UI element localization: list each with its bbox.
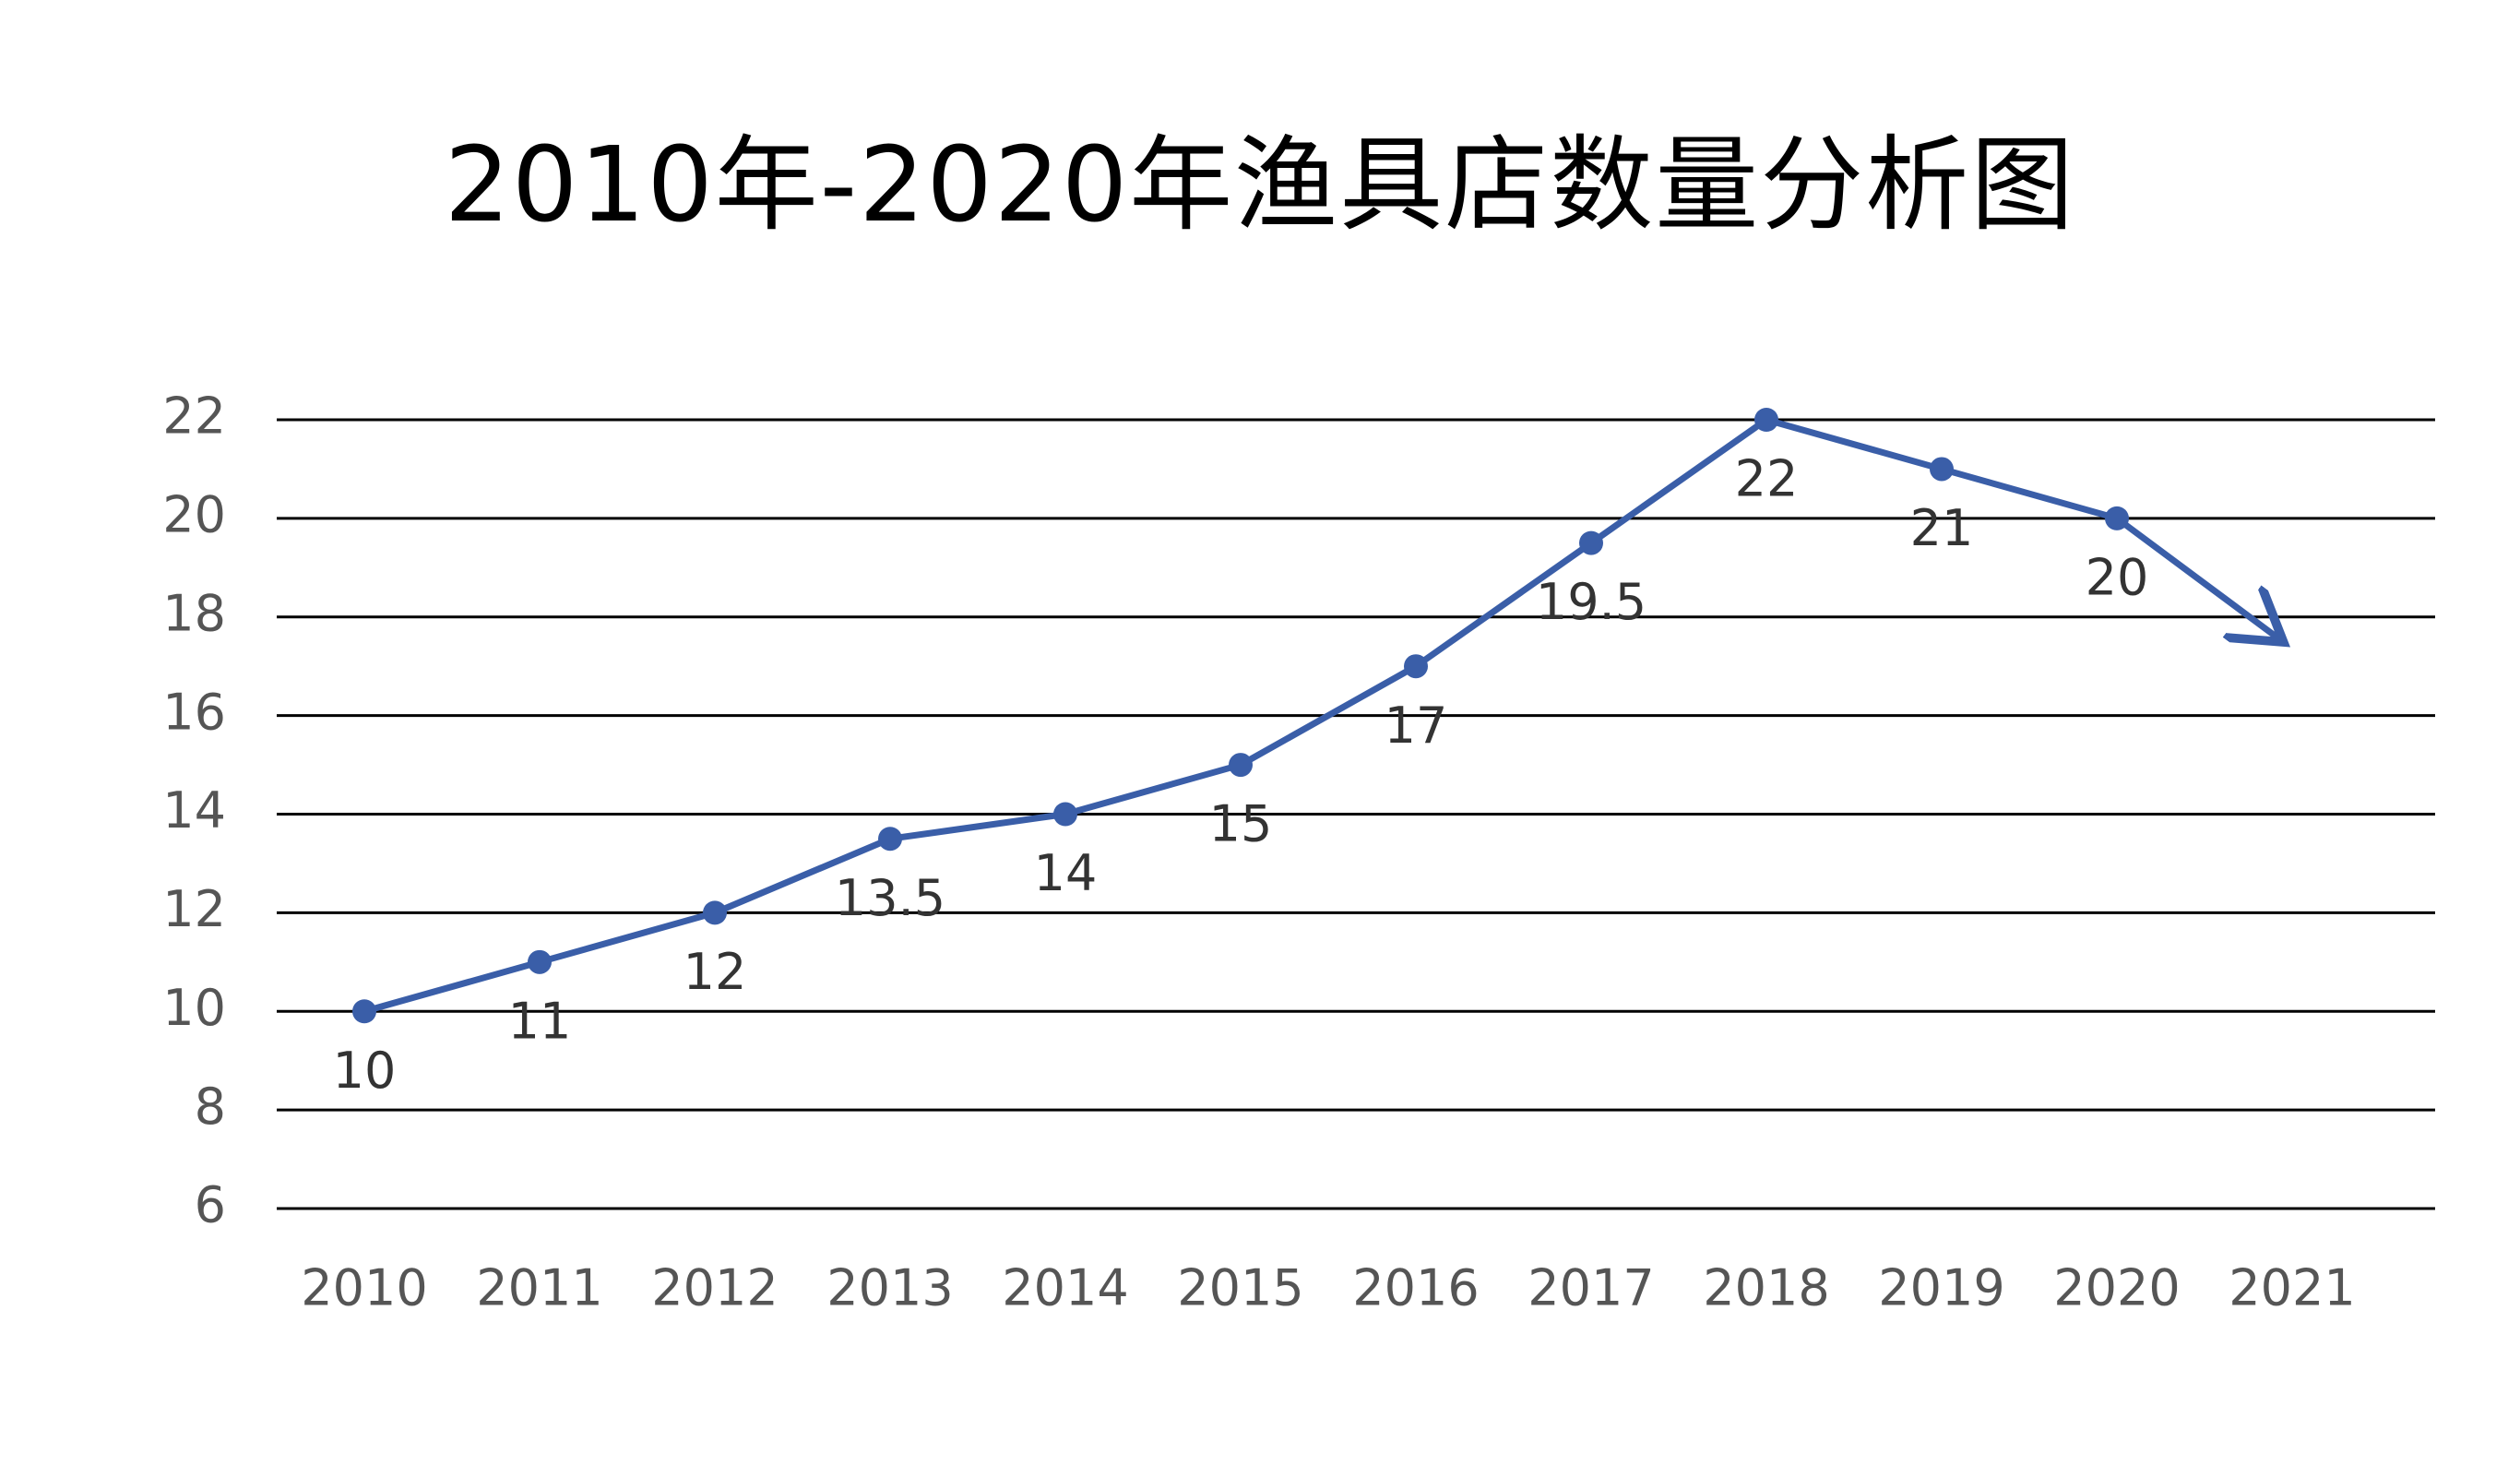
data-point: [878, 827, 902, 852]
x-tick-label: 2017: [1527, 1259, 1654, 1317]
data-label: 11: [508, 992, 572, 1050]
data-label: 20: [2086, 549, 2149, 607]
y-tick-label: 22: [162, 387, 226, 446]
x-axis-ticks: 2010 2011 2012 2013 2014 2015 2016 2017 2018 2019…: [301, 1259, 2355, 1317]
data-point: [1404, 654, 1428, 679]
y-tick-label: 16: [162, 683, 226, 741]
x-tick-label: 2016: [1352, 1259, 1479, 1317]
x-tick-label: 2014: [1002, 1259, 1128, 1317]
data-label: 21: [1910, 499, 1974, 557]
data-labels: 10 11 12 13.5 14 15 17 19.5 22 21 20: [333, 450, 2149, 1100]
data-label: 19.5: [1536, 573, 1646, 631]
y-tick-label: 20: [162, 486, 226, 544]
x-tick-label: 2015: [1177, 1259, 1303, 1317]
y-tick-label: 10: [162, 979, 226, 1037]
data-label: 10: [333, 1042, 397, 1100]
chart-title: 2010年-2020年渔具店数量分析图: [444, 125, 2076, 245]
data-point: [2105, 506, 2129, 530]
data-point: [1579, 530, 1603, 555]
x-tick-label: 2013: [826, 1259, 953, 1317]
x-tick-label: 2011: [476, 1259, 602, 1317]
y-tick-label: 14: [162, 781, 226, 840]
x-tick-label: 2021: [2229, 1259, 2355, 1317]
data-label: 22: [1735, 450, 1799, 508]
data-point: [1754, 408, 1778, 432]
y-tick-label: 8: [195, 1078, 226, 1136]
y-axis-ticks: 6 8 10 12 14 16 18 20 22: [162, 387, 226, 1234]
data-label: 15: [1209, 795, 1273, 853]
data-label: 12: [683, 943, 747, 1001]
data-point: [1053, 802, 1077, 827]
data-label: 17: [1385, 697, 1448, 755]
data-point: [352, 999, 376, 1024]
y-tick-label: 6: [195, 1176, 226, 1234]
x-tick-label: 2020: [2053, 1259, 2180, 1317]
x-tick-label: 2018: [1703, 1259, 1829, 1317]
data-point: [1930, 457, 1954, 482]
x-tick-label: 2012: [651, 1259, 778, 1317]
x-tick-label: 2019: [1878, 1259, 2004, 1317]
x-tick-label: 2010: [301, 1259, 427, 1317]
data-label: 14: [1034, 844, 1098, 902]
gridlines: [277, 418, 2435, 1210]
trend-arrow: [2113, 515, 2278, 638]
data-point: [528, 949, 552, 974]
data-point: [1229, 753, 1253, 778]
y-tick-label: 18: [162, 584, 226, 642]
data-point: [703, 900, 727, 925]
data-points: [352, 408, 2129, 1024]
y-tick-label: 12: [162, 880, 226, 938]
data-label: 13.5: [835, 869, 945, 927]
